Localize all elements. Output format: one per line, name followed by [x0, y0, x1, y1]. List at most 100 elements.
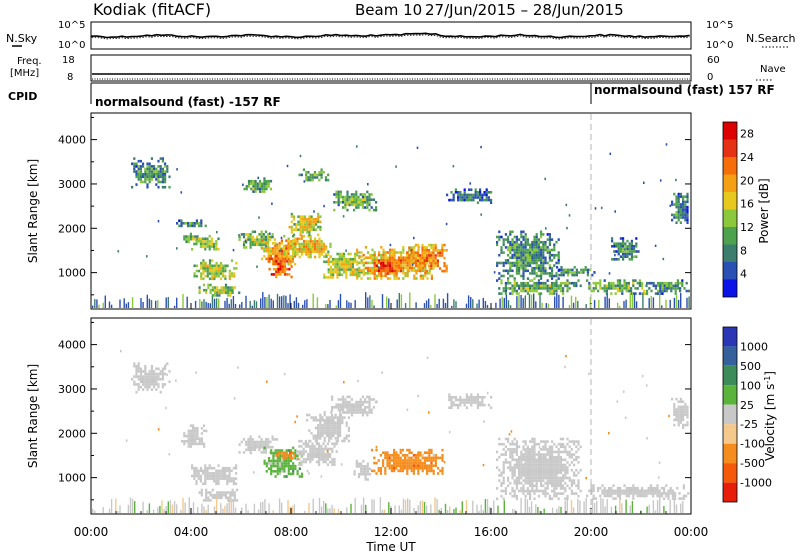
- echo-cell: [276, 467, 279, 470]
- echo-cell: [485, 198, 488, 202]
- echo-cell: [542, 461, 545, 464]
- echo-cell: [289, 449, 293, 452]
- echo-cell: [277, 267, 280, 271]
- clutter-cell: [665, 299, 667, 308]
- echo-cell: [197, 237, 200, 241]
- echo-cell: [254, 185, 257, 188]
- echo-cell: [684, 413, 687, 416]
- echo-cell: [647, 492, 650, 495]
- clutter-cell: [486, 498, 489, 513]
- echo-cell: [553, 246, 556, 249]
- echo-cell: [135, 165, 138, 168]
- echo-cell: [148, 383, 151, 386]
- echo-cell: [161, 385, 164, 389]
- echo-cell: [399, 451, 402, 454]
- echo-cell: [548, 233, 551, 236]
- echo-cell: [198, 286, 201, 289]
- clutter-cell: [373, 499, 375, 513]
- echo-cell: [260, 451, 263, 454]
- echo-cell: [542, 246, 545, 249]
- echo-cell: [332, 276, 335, 279]
- echo-cell: [577, 479, 580, 482]
- clutter-cell: [444, 503, 447, 513]
- echo-cell: [267, 459, 271, 463]
- echo-cell: [526, 458, 529, 462]
- echo-cell: [513, 279, 516, 282]
- echo-cell: [294, 457, 297, 460]
- echo-speck: [269, 232, 271, 235]
- echo-speck: [176, 168, 178, 171]
- echo-cell: [426, 464, 429, 467]
- echo-cell: [311, 176, 314, 179]
- echo-cell: [568, 450, 571, 454]
- echo-cell: [509, 292, 512, 295]
- echo-cell: [390, 454, 393, 457]
- echo-cell: [685, 281, 688, 285]
- echo-cell: [267, 440, 270, 444]
- echo-speck: [480, 145, 482, 149]
- echo-cell: [454, 188, 457, 191]
- echo-cell: [518, 474, 521, 477]
- echo-cell: [625, 486, 628, 490]
- echo-cell: [197, 240, 200, 243]
- echo-cell: [153, 167, 156, 171]
- echo-cell: [559, 284, 562, 288]
- echo-cell: [443, 262, 446, 265]
- echo-cell: [428, 256, 431, 260]
- echo-cell: [308, 231, 311, 234]
- echo-cell: [150, 175, 153, 179]
- echo-cell: [441, 469, 444, 473]
- echo-cell: [269, 445, 272, 449]
- power-colorbar-swatch: [723, 139, 737, 157]
- echo-speck: [303, 180, 306, 183]
- clutter-cell: [484, 499, 487, 513]
- clutter-cell: [413, 508, 415, 513]
- echo-cell: [344, 403, 347, 406]
- echo-cell: [677, 423, 680, 427]
- noise-search-trace: [91, 34, 690, 40]
- clutter-cell: [417, 505, 419, 513]
- echo-cell: [334, 268, 337, 271]
- echo-cell: [661, 289, 664, 293]
- echo-cell: [533, 235, 536, 239]
- echo-cell: [204, 474, 207, 478]
- echo-cell: [679, 208, 682, 211]
- echo-cell: [419, 256, 422, 260]
- echo-cell: [535, 489, 538, 493]
- echo-cell: [675, 416, 678, 419]
- echo-cell: [522, 489, 525, 493]
- echo-cell: [354, 273, 357, 277]
- echo-cell: [230, 272, 234, 275]
- echo-cell: [648, 281, 651, 285]
- echo-cell: [412, 467, 415, 470]
- echo-cell: [264, 243, 268, 247]
- echo-cell: [507, 259, 510, 262]
- echo-cell: [437, 467, 440, 470]
- echo-speck: [565, 355, 567, 358]
- echo-cell: [213, 245, 216, 248]
- echo-cell: [362, 253, 365, 257]
- echo-cell: [265, 182, 268, 186]
- echo-cell: [671, 203, 674, 206]
- echo-cell: [135, 367, 138, 371]
- echo-cell: [276, 252, 279, 255]
- echo-cell: [333, 201, 336, 204]
- echo-cell: [513, 284, 516, 288]
- echo-cell: [382, 251, 385, 254]
- echo-cell: [417, 456, 420, 460]
- echo-cell: [630, 258, 633, 261]
- echo-cell: [682, 484, 685, 487]
- echo-cell: [195, 240, 198, 243]
- echo-cell: [555, 281, 558, 285]
- echo-cell: [457, 406, 460, 409]
- echo-cell: [157, 383, 160, 386]
- echo-cell: [342, 398, 345, 401]
- echo-cell: [208, 472, 211, 475]
- echo-cell: [294, 237, 297, 241]
- echo-cell: [670, 289, 673, 293]
- echo-cell: [401, 448, 404, 452]
- echo-cell: [150, 383, 153, 386]
- echo-cell: [533, 246, 536, 249]
- echo-cell: [511, 238, 514, 241]
- echo-cell: [325, 276, 328, 279]
